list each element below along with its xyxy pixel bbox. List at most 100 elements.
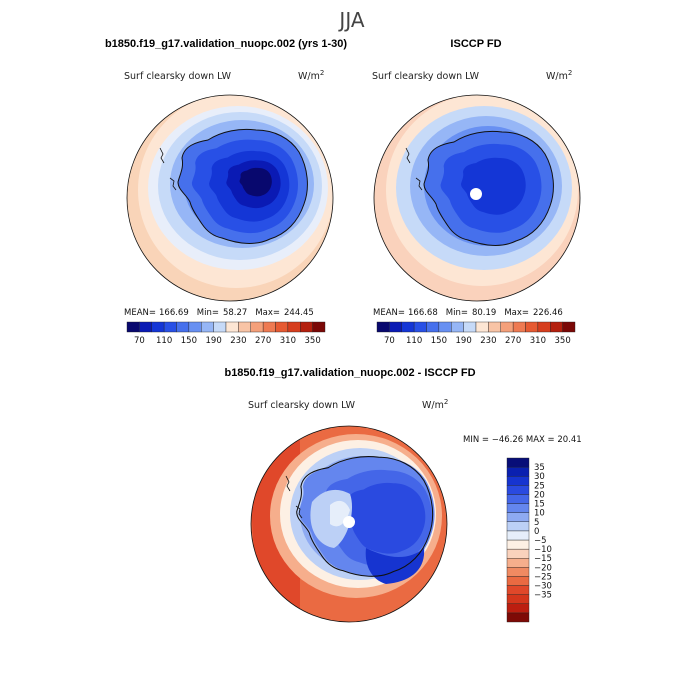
colorbar-tick-label: 70 [134, 336, 145, 346]
colorbar-swatch [506, 603, 530, 614]
colorbar-swatch [506, 476, 530, 486]
colorbar-tick-label: 5 [534, 518, 539, 528]
difference-variable-label: Surf clearsky down LW [248, 400, 356, 411]
colorbar-swatch [438, 321, 452, 333]
colorbar-swatch [413, 321, 427, 333]
colorbar-swatch [500, 321, 514, 333]
colorbar-tick-label: 150 [431, 336, 447, 346]
panel-1-polar-map [126, 94, 334, 302]
colorbar-swatch [506, 558, 530, 568]
colorbar-tick-label: −15 [534, 554, 552, 564]
colorbar-swatch [287, 321, 301, 333]
colorbar-swatch [506, 521, 530, 532]
panel-1-title: b1850.f19_g17.validation_nuopc.002 (yrs … [105, 38, 347, 50]
colorbar-swatch [176, 321, 190, 333]
colorbar-tick-label: 270 [255, 336, 271, 346]
colorbar-tick-label: 230 [230, 336, 246, 346]
colorbar-swatch [506, 503, 530, 513]
colorbar-swatch [562, 321, 576, 333]
colorbar-swatch [506, 594, 530, 604]
colorbar-swatch [225, 321, 239, 333]
colorbar-tick-label: 350 [555, 336, 571, 346]
panel-2-stats: MEAN= 166.68 Min= 80.19 Max= 226.46 [373, 308, 563, 318]
colorbar-tick-label: 310 [530, 336, 546, 346]
colorbar-tick-label: −10 [534, 545, 552, 555]
colorbar-swatch [506, 485, 530, 495]
colorbar-tick-label: 110 [156, 336, 172, 346]
colorbar-swatch [163, 321, 177, 333]
colorbar-swatch [238, 321, 251, 333]
colorbar-swatch [506, 585, 530, 595]
difference-panel-title: b1850.f19_g17.validation_nuopc.002 - ISC… [224, 367, 475, 379]
colorbar-tick-label: 0 [534, 527, 539, 537]
panel-2-polar-map [373, 94, 581, 302]
colorbar-swatch [389, 321, 402, 333]
panel-1-variable-label: Surf clearsky down LW [124, 71, 232, 82]
colorbar-swatch [506, 576, 530, 586]
colorbar-tick-label: 25 [534, 481, 545, 491]
colorbar-swatch [550, 321, 563, 333]
colorbar-swatch [506, 466, 530, 477]
colorbar-swatch [275, 321, 289, 333]
colorbar-tick-label: 35 [534, 463, 545, 473]
colorbar-swatch [451, 321, 464, 333]
colorbar-swatch [506, 567, 530, 577]
colorbar-swatch [475, 321, 489, 333]
colorbar-swatch [506, 548, 530, 559]
colorbar-swatch [512, 321, 526, 333]
colorbar-tick-label: 10 [534, 509, 545, 519]
panel-2-variable-label: Surf clearsky down LW [372, 71, 480, 82]
colorbar-swatch [537, 321, 551, 333]
colorbar-tick-label: 350 [305, 336, 321, 346]
colorbar-swatch [188, 321, 202, 333]
panel-2-title: ISCCP FD [450, 38, 501, 50]
colorbar-tick-label: −20 [534, 563, 552, 573]
panel-1-units: W/m2 [298, 69, 324, 82]
panel-2-units: W/m2 [546, 69, 572, 82]
colorbar-swatch [312, 321, 326, 333]
difference-units: W/m2 [422, 398, 448, 411]
colorbar-tick-label: 150 [181, 336, 197, 346]
panel-1-colorbar: 70 110 150 190 230 270 310 350 [126, 321, 326, 346]
colorbar-swatch [506, 612, 530, 623]
colorbar-swatch [376, 321, 390, 333]
colorbar-tick-label: −25 [534, 572, 552, 582]
colorbar-tick-label: 230 [480, 336, 496, 346]
colorbar-swatch [426, 321, 440, 333]
colorbar-swatch [300, 321, 313, 333]
colorbar-swatch [506, 494, 530, 504]
colorbar-tick-label: −30 [534, 582, 552, 592]
colorbar-tick-label: 110 [406, 336, 422, 346]
colorbar-tick-label: 270 [505, 336, 521, 346]
colorbar-swatch [262, 321, 276, 333]
colorbar-tick-label: 310 [280, 336, 296, 346]
panel-1-stats: MEAN= 166.69 Min= 58.27 Max= 244.45 [124, 308, 314, 318]
colorbar-swatch [525, 321, 539, 333]
colorbar-swatch [213, 321, 227, 333]
colorbar-swatch [126, 321, 140, 333]
colorbar-swatch [506, 539, 530, 550]
colorbar-swatch [139, 321, 152, 333]
colorbar-swatch [506, 530, 530, 541]
colorbar-swatch [463, 321, 477, 333]
colorbar-swatch [201, 321, 214, 333]
colorbar-tick-label: −5 [534, 536, 547, 546]
difference-min-max: MIN = −46.26 MAX = 20.41 [463, 435, 582, 445]
colorbar-tick-label: 30 [534, 472, 545, 482]
colorbar-tick-label: 20 [534, 490, 545, 500]
colorbar-tick-label: 70 [384, 336, 395, 346]
panel-2-colorbar: 70 110 150 190 230 270 310 350 [376, 321, 576, 346]
colorbar-tick-label: 15 [534, 500, 545, 510]
colorbar-swatch [250, 321, 264, 333]
colorbar-tick-label: 190 [456, 336, 472, 346]
colorbar-swatch [506, 512, 530, 522]
colorbar-tick-label: 190 [206, 336, 222, 346]
colorbar-swatch [401, 321, 415, 333]
colorbar-tick-label: −35 [534, 591, 552, 601]
colorbar-swatch [488, 321, 501, 333]
colorbar-swatch [506, 457, 530, 468]
season-title: JJA [337, 8, 364, 32]
colorbar-swatch [151, 321, 165, 333]
